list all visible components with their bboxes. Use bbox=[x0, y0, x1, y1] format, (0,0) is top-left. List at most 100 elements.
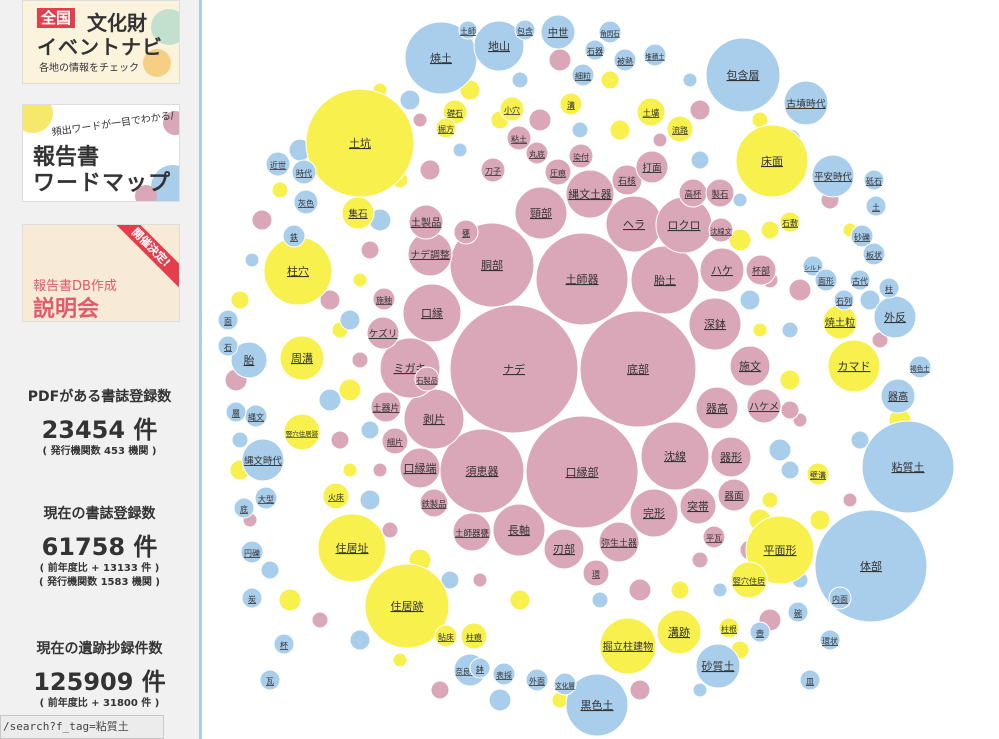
filler-bubble[interactable] bbox=[452, 142, 468, 158]
word-bubble-label[interactable]: 刀子 bbox=[485, 167, 501, 176]
word-bubble[interactable]: 灰色 bbox=[293, 189, 319, 215]
word-bubble[interactable]: 黒色土 bbox=[565, 673, 629, 737]
word-bubble-circle[interactable] bbox=[514, 186, 568, 240]
filler-bubble[interactable] bbox=[381, 521, 399, 539]
filler-bubble[interactable] bbox=[528, 108, 552, 132]
word-bubble-label[interactable]: 口縁端 bbox=[404, 461, 437, 475]
word-bubble-circle[interactable] bbox=[679, 487, 717, 525]
word-bubble-circle[interactable] bbox=[553, 672, 577, 696]
word-bubble-label[interactable]: 小穴 bbox=[504, 105, 520, 115]
word-bubble[interactable]: 底部 bbox=[579, 310, 697, 428]
word-bubble-circle[interactable] bbox=[449, 222, 535, 308]
word-bubble-label[interactable]: 土製品 bbox=[411, 216, 442, 229]
word-bubble[interactable]: 鉢 bbox=[469, 657, 491, 679]
word-bubble[interactable]: 砂質土 bbox=[695, 643, 741, 689]
word-bubble-label[interactable]: 沈線 bbox=[664, 449, 686, 463]
word-bubble-circle[interactable] bbox=[453, 219, 479, 245]
word-bubble-label[interactable]: 弥生土器 bbox=[601, 537, 637, 549]
filler-bubble[interactable] bbox=[768, 438, 792, 462]
filler-bubble[interactable] bbox=[318, 388, 342, 412]
word-bubble[interactable]: 縄文土器 bbox=[565, 169, 615, 219]
word-bubble[interactable]: 外面 bbox=[525, 668, 549, 692]
word-bubble[interactable]: 縄文時代 bbox=[241, 438, 285, 482]
filler-bubble[interactable] bbox=[339, 309, 361, 331]
word-bubble-circle[interactable] bbox=[705, 37, 781, 113]
filler-bubble[interactable] bbox=[591, 591, 609, 609]
word-bubble-circle[interactable] bbox=[565, 169, 615, 219]
word-bubble-label[interactable]: 被熱 bbox=[617, 56, 633, 66]
word-bubble-label[interactable]: 縄文時代 bbox=[244, 455, 282, 467]
filler-bubble[interactable] bbox=[652, 132, 668, 148]
filler-bubble[interactable] bbox=[728, 228, 752, 252]
word-bubble-circle[interactable] bbox=[908, 355, 932, 379]
word-bubble[interactable]: 口縁部 bbox=[525, 415, 639, 529]
word-bubble-label[interactable]: 周溝 bbox=[291, 352, 313, 365]
word-bubble-label[interactable]: 面形 bbox=[818, 277, 834, 286]
word-bubble-circle[interactable] bbox=[366, 316, 400, 350]
word-bubble[interactable]: 古代 bbox=[849, 269, 871, 291]
word-bubble[interactable]: 胎 bbox=[230, 341, 268, 379]
word-bubble-circle[interactable] bbox=[571, 63, 595, 87]
word-bubble-circle[interactable] bbox=[699, 247, 745, 293]
word-bubble-label[interactable]: 砂礫 bbox=[854, 232, 870, 242]
filler-bubble[interactable] bbox=[691, 551, 709, 569]
word-bubble[interactable]: 円礫 bbox=[240, 540, 264, 564]
word-bubble[interactable]: 大型 bbox=[254, 486, 278, 510]
word-bubble-circle[interactable] bbox=[579, 310, 697, 428]
word-bubble-label[interactable]: 柱痕 bbox=[466, 632, 482, 642]
word-bubble-label[interactable]: 施釉 bbox=[376, 295, 392, 305]
word-bubble[interactable]: 胴部 bbox=[449, 222, 535, 308]
filler-bubble[interactable] bbox=[430, 680, 450, 700]
word-bubble-circle[interactable] bbox=[629, 488, 679, 538]
word-bubble-label[interactable]: 平瓦 bbox=[706, 534, 722, 543]
word-bubble-circle[interactable] bbox=[749, 621, 771, 643]
word-bubble-label[interactable]: 大型 bbox=[258, 494, 274, 504]
filler-bubble[interactable] bbox=[372, 462, 388, 478]
word-bubble-label[interactable]: 環状 bbox=[822, 636, 838, 646]
word-bubble-label[interactable]: 外面 bbox=[529, 676, 545, 686]
word-bubble-label[interactable]: 碗 bbox=[794, 608, 802, 618]
word-bubble-label[interactable]: 奈良時代 bbox=[456, 667, 485, 676]
word-bubble-label[interactable]: 胎土 bbox=[654, 273, 676, 287]
word-bubble[interactable]: 土師 bbox=[458, 20, 478, 40]
word-bubble-label[interactable]: 地山 bbox=[488, 40, 510, 53]
filler-bubble[interactable] bbox=[330, 430, 350, 450]
word-bubble-circle[interactable] bbox=[434, 624, 458, 648]
word-bubble-label[interactable]: 染付 bbox=[573, 152, 589, 162]
word-bubble-circle[interactable] bbox=[259, 669, 281, 691]
word-bubble[interactable]: 打面 bbox=[635, 150, 669, 184]
word-bubble-label[interactable]: 鉄製品 bbox=[421, 499, 446, 509]
word-bubble[interactable]: 土師器甕 bbox=[452, 512, 492, 552]
word-bubble-circle[interactable] bbox=[458, 20, 478, 40]
word-bubble[interactable]: 器形 bbox=[710, 436, 752, 478]
word-bubble-label[interactable]: 刃部 bbox=[553, 542, 575, 556]
word-bubble[interactable]: 堆積土 bbox=[643, 43, 667, 67]
word-bubble[interactable]: 深鉢 bbox=[688, 297, 742, 351]
word-bubble[interactable]: 包含層 bbox=[705, 37, 781, 113]
filler-bubble[interactable] bbox=[509, 589, 531, 611]
word-bubble-label[interactable]: 施文 bbox=[739, 359, 761, 373]
word-bubble-circle[interactable] bbox=[613, 48, 637, 72]
word-bubble-circle[interactable] bbox=[635, 150, 669, 184]
word-bubble-circle[interactable] bbox=[217, 335, 239, 357]
filler-bubble[interactable] bbox=[600, 70, 620, 90]
word-bubble[interactable]: 壁溝 bbox=[806, 462, 830, 486]
filler-bubble[interactable] bbox=[231, 431, 249, 449]
word-bubble[interactable]: 器面 bbox=[717, 478, 751, 512]
word-bubble[interactable]: 床面 bbox=[735, 124, 809, 198]
word-bubble-circle[interactable] bbox=[480, 157, 506, 183]
word-bubble-label[interactable]: 角閃石 bbox=[600, 29, 620, 38]
word-bubble[interactable]: 環状 bbox=[819, 629, 841, 651]
word-bubble-circle[interactable] bbox=[833, 289, 855, 311]
word-bubble[interactable]: ハケ bbox=[699, 247, 745, 293]
filler-bubble[interactable] bbox=[628, 578, 652, 602]
word-bubble-label[interactable]: 文化層 bbox=[555, 681, 575, 690]
word-bubble[interactable]: 染付 bbox=[568, 143, 594, 169]
word-bubble[interactable]: 弥生土器 bbox=[598, 521, 640, 563]
word-bubble-circle[interactable] bbox=[283, 413, 321, 451]
word-bubble-circle[interactable] bbox=[863, 169, 885, 191]
word-bubble-label[interactable]: 甕 bbox=[462, 228, 470, 238]
word-bubble-label[interactable]: 焼土粒 bbox=[825, 316, 856, 329]
word-bubble-label[interactable]: ナデ調整 bbox=[410, 248, 450, 261]
word-bubble[interactable]: 古墳時代 bbox=[783, 80, 829, 126]
